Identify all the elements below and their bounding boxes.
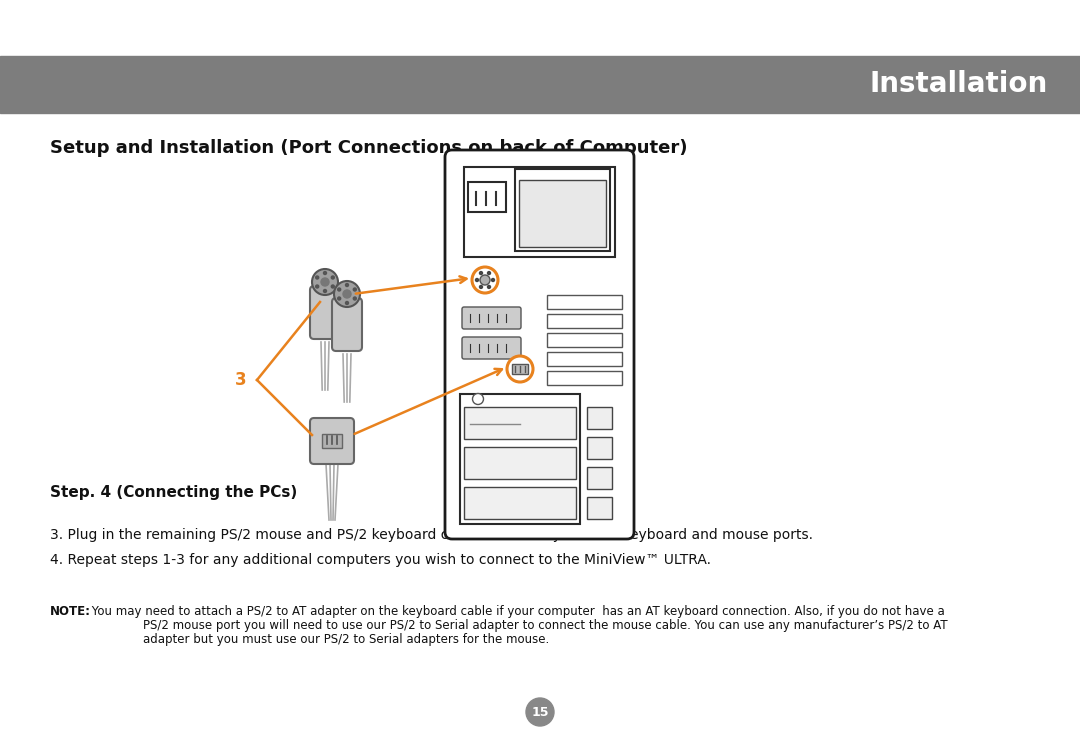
- Text: 4. Repeat steps 1-3 for any additional computers you wish to connect to the Mini: 4. Repeat steps 1-3 for any additional c…: [50, 553, 711, 567]
- Bar: [464, 447, 576, 479]
- FancyBboxPatch shape: [332, 298, 362, 351]
- Text: 3. Plug in the remaining PS/2 mouse and PS/2 keyboard connectors into your PC’s : 3. Plug in the remaining PS/2 mouse and …: [50, 528, 813, 542]
- Text: Step. 4 (Connecting the PCs): Step. 4 (Connecting the PCs): [50, 485, 297, 499]
- Circle shape: [480, 272, 483, 275]
- Bar: [546, 371, 622, 385]
- Circle shape: [473, 410, 484, 421]
- Circle shape: [353, 288, 356, 291]
- Bar: [588, 467, 612, 489]
- Circle shape: [473, 425, 484, 436]
- Circle shape: [334, 281, 360, 307]
- Text: Setup and Installation (Port Connections on back of Computer): Setup and Installation (Port Connections…: [50, 139, 688, 157]
- Text: NOTE:: NOTE:: [50, 605, 91, 618]
- Bar: [546, 314, 622, 328]
- Circle shape: [487, 286, 490, 289]
- Bar: [464, 407, 576, 439]
- Circle shape: [353, 297, 356, 300]
- Text: 15: 15: [531, 706, 549, 718]
- Circle shape: [315, 285, 319, 288]
- Bar: [546, 333, 622, 347]
- Bar: [546, 295, 622, 309]
- Circle shape: [472, 267, 498, 293]
- Circle shape: [332, 285, 335, 288]
- Circle shape: [473, 393, 484, 404]
- Circle shape: [343, 290, 351, 298]
- Circle shape: [475, 278, 478, 281]
- Circle shape: [346, 301, 349, 304]
- FancyBboxPatch shape: [445, 150, 634, 539]
- Circle shape: [324, 272, 326, 275]
- Bar: [546, 352, 622, 366]
- Circle shape: [491, 278, 495, 281]
- Circle shape: [324, 289, 326, 292]
- Bar: [512, 364, 528, 374]
- Text: Installation: Installation: [869, 70, 1048, 99]
- Circle shape: [312, 269, 338, 295]
- Circle shape: [338, 297, 340, 300]
- Bar: [0, 56, 1080, 113]
- FancyBboxPatch shape: [310, 286, 340, 339]
- Circle shape: [315, 276, 319, 279]
- Circle shape: [487, 272, 490, 275]
- Circle shape: [507, 356, 534, 382]
- Bar: [588, 497, 612, 519]
- Circle shape: [480, 286, 483, 289]
- Circle shape: [332, 276, 335, 279]
- Bar: [519, 180, 606, 247]
- Bar: [515, 169, 610, 251]
- Bar: [460, 394, 580, 524]
- Bar: [468, 182, 507, 212]
- Circle shape: [346, 283, 349, 286]
- Text: adapter but you must use our PS/2 to Serial adapters for the mouse.: adapter but you must use our PS/2 to Ser…: [143, 633, 550, 646]
- Circle shape: [321, 278, 329, 286]
- Circle shape: [526, 698, 554, 726]
- Bar: [588, 407, 612, 429]
- Circle shape: [338, 288, 340, 291]
- FancyBboxPatch shape: [462, 337, 521, 359]
- Text: You may need to attach a PS/2 to AT adapter on the keyboard cable if your comput: You may need to attach a PS/2 to AT adap…: [87, 605, 945, 618]
- FancyBboxPatch shape: [310, 418, 354, 464]
- Text: PS/2 mouse port you will need to use our PS/2 to Serial adapter to connect the m: PS/2 mouse port you will need to use our…: [143, 619, 947, 632]
- Bar: [464, 487, 576, 519]
- Bar: [464, 167, 615, 257]
- Bar: [322, 434, 342, 448]
- Circle shape: [480, 275, 490, 285]
- FancyBboxPatch shape: [462, 307, 521, 329]
- Bar: [588, 437, 612, 459]
- Text: 3: 3: [235, 371, 247, 389]
